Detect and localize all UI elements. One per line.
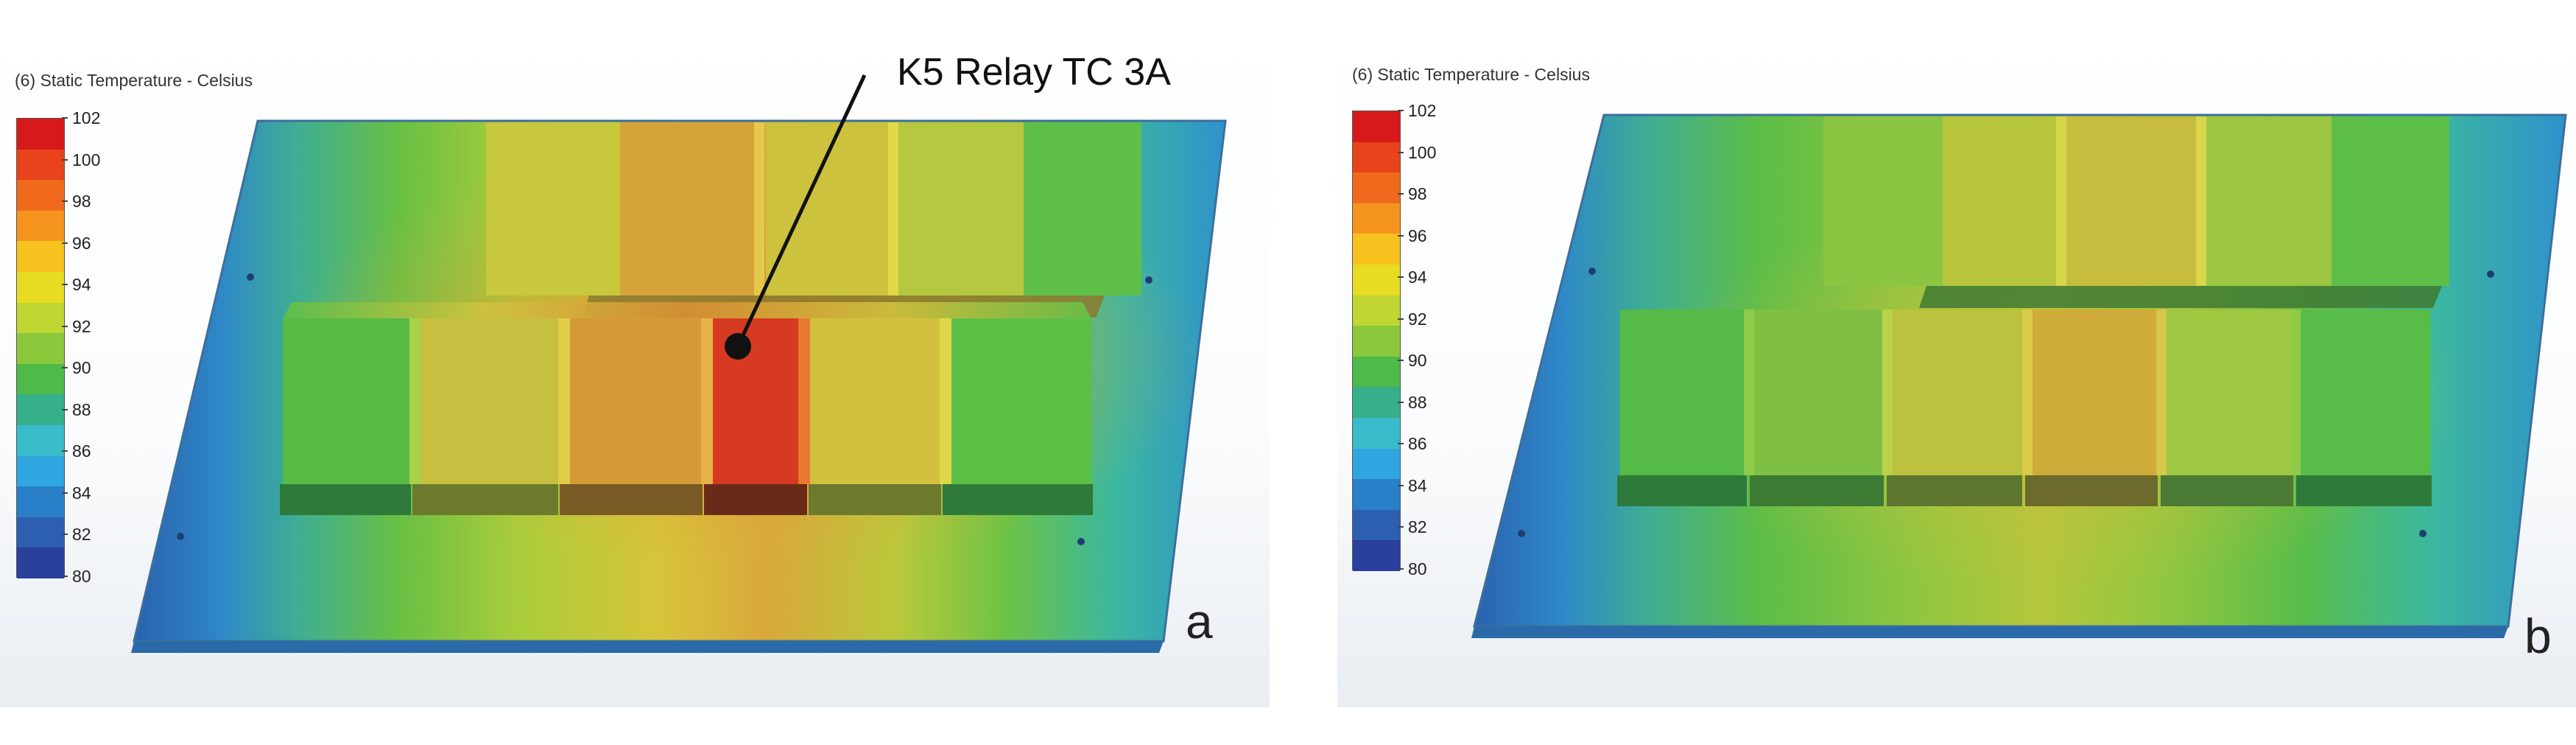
colorbar-tick-mark: [1398, 234, 1404, 237]
colorbar-tick-label: 88: [72, 399, 91, 419]
panel-letter-b: b: [2524, 609, 2552, 663]
colorbar-tick-label: 82: [72, 525, 91, 545]
colorbar-segment: [17, 363, 64, 395]
colorbar-tick-label: 86: [1408, 434, 1427, 454]
colorbar-tick-label: 102: [1408, 101, 1437, 120]
colorbar-segment: [17, 548, 64, 579]
colorbar-tick-mark: [62, 576, 68, 577]
colorbar-segment: [17, 394, 64, 426]
colorbar-tick-mark: [62, 284, 68, 286]
colorbar-segment: [1353, 203, 1400, 234]
colorbar-tick-mark: [1398, 526, 1404, 528]
colorbar-tick-label: 96: [72, 233, 91, 253]
thermal-plate-a: [131, 74, 1227, 653]
panel-b: (6) Static Temperature - Celsius: [1337, 0, 2576, 707]
relays-back-row: [486, 122, 1141, 318]
colorbar-segment: [17, 333, 64, 365]
colorbar-tick-label: 90: [72, 358, 91, 378]
colorbar-tick-mark: [62, 158, 68, 161]
colorbar-tick-mark: [1398, 193, 1404, 195]
colorbar-segment: [17, 119, 64, 150]
colorbar-tick-mark: [1398, 318, 1404, 320]
thermal-plate-b: [1471, 113, 2567, 638]
colorbar-segment: [17, 149, 64, 181]
colorbar-tick-label: 98: [1408, 184, 1427, 204]
colorbar-segment: [1353, 234, 1400, 265]
colorbar-tick-mark: [62, 117, 68, 119]
colorbar: [16, 118, 65, 579]
callout-leader-line: [736, 74, 867, 348]
colorbar-tick-label: 80: [1408, 559, 1427, 578]
colorbar-tick-mark: [1398, 276, 1404, 279]
colorbar-tick-label: 86: [72, 441, 91, 461]
colorbar-tick-mark: [62, 367, 68, 369]
colorbar-tick-mark: [1398, 443, 1404, 445]
colorbar-tick-mark: [62, 325, 68, 327]
colorbar-tick-label: 102: [72, 108, 101, 127]
relays-front-row: [1617, 309, 2432, 506]
colorbar-segment: [1353, 172, 1400, 204]
colorbar-tick-mark: [62, 450, 68, 452]
colorbar-segment: [17, 241, 64, 273]
colorbar-segment: [1353, 265, 1400, 296]
colorbar-tick-mark: [1398, 110, 1404, 111]
colorbar-segment: [1353, 479, 1400, 511]
relays-front-row: [280, 302, 1093, 515]
colorbar-segment: [17, 425, 64, 457]
colorbar-tick-label: 84: [72, 483, 91, 503]
colorbar-tick-mark: [1398, 151, 1404, 153]
colorbar-tick-label: 84: [1408, 475, 1427, 495]
colorbar-tick-label: 100: [72, 150, 101, 169]
colorbar-segment: [1353, 418, 1400, 450]
panel-letter-a: a: [1186, 594, 1213, 648]
colorbar-tick-mark: [62, 534, 68, 536]
colorbar-tick-label: 80: [72, 567, 91, 586]
colorbar-tick-label: 100: [1408, 142, 1437, 162]
colorbar-segment: [1353, 111, 1400, 143]
colorbar-segment: [17, 486, 64, 518]
colorbar-segment: [17, 210, 64, 242]
colorbar-tick-mark: [1398, 484, 1404, 486]
callout-label: K5 Relay TC 3A: [897, 51, 1171, 94]
colorbar-tick-label: 98: [72, 192, 91, 211]
thermocouple-marker: [725, 333, 751, 360]
colorbar-tick-label: 94: [1408, 267, 1427, 287]
colorbar-segment: [1353, 141, 1400, 173]
colorbar: [1352, 111, 1401, 572]
colorbar-segment: [1353, 448, 1400, 480]
colorbar-tick-mark: [1398, 401, 1404, 403]
panel-a: (6) Static Temperature - Celsius: [0, 0, 1270, 707]
colorbar-segment: [1353, 540, 1400, 572]
colorbar-title: (6) Static Temperature - Celsius: [1352, 65, 1590, 84]
colorbar-tick-label: 92: [1408, 309, 1427, 329]
colorbar-tick-label: 96: [1408, 225, 1427, 245]
colorbar-segment: [17, 272, 64, 304]
colorbar-tick-mark: [62, 242, 68, 244]
colorbar-segment: [1353, 387, 1400, 419]
colorbar-tick-mark: [62, 492, 68, 494]
colorbar-tick-label: 92: [72, 316, 91, 336]
colorbar-segment: [17, 517, 64, 548]
colorbar-tick-mark: [1398, 360, 1404, 362]
colorbar-segment: [17, 302, 64, 334]
colorbar-title: (6) Static Temperature - Celsius: [15, 71, 253, 90]
colorbar-segment: [1353, 509, 1400, 541]
colorbar-segment: [17, 455, 64, 487]
colorbar-tick-label: 90: [1408, 351, 1427, 371]
colorbar-tick-mark: [62, 408, 68, 410]
colorbar-tick-label: 88: [1408, 392, 1427, 412]
colorbar-segment: [1353, 356, 1400, 388]
colorbar-tick-label: 82: [1408, 517, 1427, 537]
colorbar-segment: [1353, 326, 1400, 357]
relays-back-row: [1823, 116, 2449, 308]
colorbar-segment: [1353, 295, 1400, 326]
colorbar-tick-mark: [62, 200, 68, 203]
colorbar-tick-label: 94: [72, 275, 91, 295]
colorbar-tick-mark: [1398, 568, 1404, 570]
colorbar-segment: [17, 180, 64, 211]
